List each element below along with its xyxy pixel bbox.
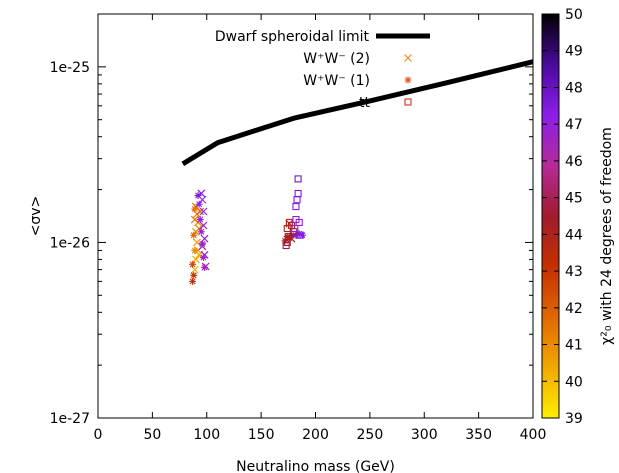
data-point bbox=[293, 196, 301, 204]
data-point bbox=[191, 255, 200, 264]
data-point bbox=[198, 240, 206, 248]
colorbar-tick-label: 48 bbox=[565, 80, 583, 96]
colorbar-tick-label: 39 bbox=[565, 411, 583, 427]
data-point bbox=[284, 233, 292, 241]
colorbar-tick-label: 49 bbox=[565, 44, 583, 60]
y-axis-label: <σv> bbox=[28, 196, 44, 237]
legend-marker-sample bbox=[404, 98, 412, 106]
x-tick-label: 400 bbox=[520, 427, 547, 443]
legend-label: W⁺W⁻ (1) bbox=[303, 73, 370, 89]
colorbar-tick-label: 46 bbox=[565, 154, 583, 170]
data-point bbox=[295, 218, 303, 226]
data-point bbox=[295, 230, 303, 238]
x-tick-label: 150 bbox=[248, 427, 275, 443]
y-tick-label: 1e-25 bbox=[50, 60, 90, 76]
data-point bbox=[197, 228, 205, 236]
series-x bbox=[190, 189, 298, 274]
data-point bbox=[296, 231, 304, 239]
y-tick-label: 1e-26 bbox=[50, 235, 90, 251]
data-point bbox=[199, 254, 207, 262]
data-point bbox=[194, 192, 202, 200]
data-point bbox=[193, 238, 201, 247]
dwarf-limit-line bbox=[181, 59, 534, 167]
colorbar-tick-label: 44 bbox=[565, 227, 583, 243]
data-point bbox=[201, 263, 209, 271]
x-tick-label: 0 bbox=[94, 427, 103, 443]
legend-label: W⁺W⁻ (2) bbox=[303, 51, 370, 67]
legend-label: tt bbox=[359, 95, 370, 111]
colorbar-tick-label: 47 bbox=[565, 117, 583, 133]
data-point bbox=[190, 271, 198, 279]
colorbar bbox=[541, 13, 560, 419]
y-tick-label: 1e-27 bbox=[50, 411, 90, 427]
colorbar-label: χ²₀ with 24 degrees of freedom bbox=[599, 127, 615, 345]
data-point bbox=[298, 231, 306, 239]
data-point bbox=[191, 246, 199, 254]
legend-marker-sample bbox=[404, 54, 412, 62]
data-point bbox=[190, 231, 198, 239]
data-point bbox=[189, 260, 197, 268]
x-tick-label: 250 bbox=[357, 427, 384, 443]
x-tick-label: 200 bbox=[302, 427, 329, 443]
series-square bbox=[282, 175, 304, 250]
series-* bbox=[189, 192, 306, 285]
data-point bbox=[199, 207, 208, 216]
data-point bbox=[294, 175, 302, 183]
data-point bbox=[281, 237, 289, 245]
legend-label: Dwarf spheroidal limit bbox=[215, 29, 370, 45]
colorbar-tick-label: 41 bbox=[565, 338, 583, 354]
x-tick-label: 50 bbox=[143, 427, 161, 443]
colorbar-tick-label: 40 bbox=[565, 374, 583, 390]
x-axis-label: Neutralino mass (GeV) bbox=[236, 459, 395, 473]
colorbar-tick-label: 42 bbox=[565, 301, 583, 317]
data-point bbox=[199, 221, 208, 230]
colorbar-tick-label: 45 bbox=[565, 191, 583, 207]
colorbar-tick-label: 50 bbox=[565, 7, 583, 23]
data-point bbox=[292, 203, 300, 211]
data-point bbox=[191, 205, 199, 213]
colorbar-tick-label: 43 bbox=[565, 264, 583, 280]
data-point bbox=[294, 189, 302, 198]
x-tick-label: 300 bbox=[411, 427, 438, 443]
data-point bbox=[190, 215, 199, 224]
x-tick-label: 350 bbox=[465, 427, 492, 443]
legend-marker-sample bbox=[404, 76, 412, 84]
data-point bbox=[189, 277, 197, 285]
data-point bbox=[196, 216, 204, 224]
data-point bbox=[291, 224, 299, 233]
data-point bbox=[195, 200, 203, 208]
x-tick-label: 100 bbox=[193, 427, 220, 443]
